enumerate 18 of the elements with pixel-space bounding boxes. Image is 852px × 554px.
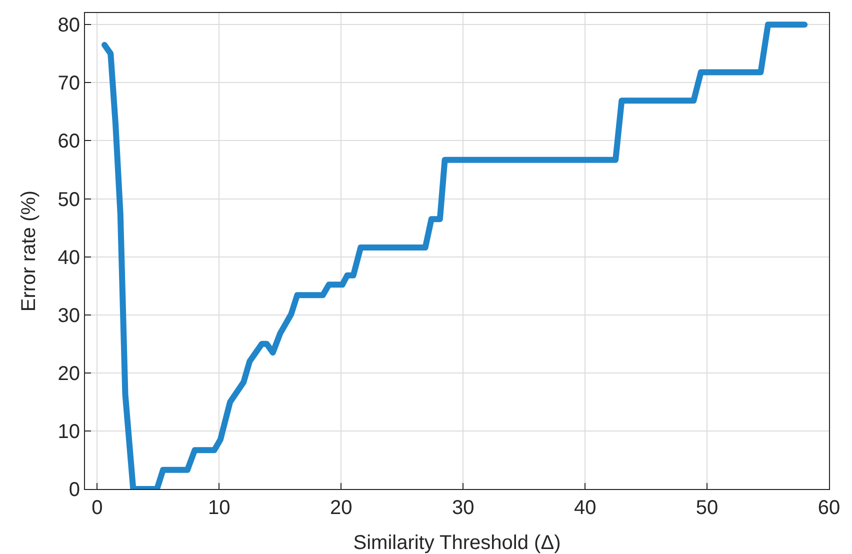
x-tick-label: 30 — [452, 497, 474, 519]
x-axis-title: Similarity Threshold (Δ) — [353, 532, 561, 554]
x-tick-label: 0 — [92, 497, 103, 519]
x-tick-label: 40 — [574, 497, 596, 519]
x-tick-label: 20 — [330, 497, 352, 519]
y-tick-label: 30 — [58, 304, 80, 327]
y-tick-label: 50 — [58, 188, 80, 211]
x-tick-label: 50 — [696, 497, 718, 519]
y-tick-label: 40 — [58, 246, 80, 269]
y-tick-label: 70 — [58, 72, 80, 95]
y-tick-label: 80 — [58, 14, 80, 37]
y-tick-label: 60 — [58, 130, 80, 153]
y-tick-label: 0 — [68, 479, 80, 501]
y-tick-label: 10 — [58, 420, 80, 443]
x-tick-label: 60 — [818, 497, 840, 519]
y-tick-label: 20 — [58, 362, 80, 385]
y-axis-title: Error rate (%) — [18, 190, 40, 312]
x-tick-label: 10 — [208, 497, 230, 519]
